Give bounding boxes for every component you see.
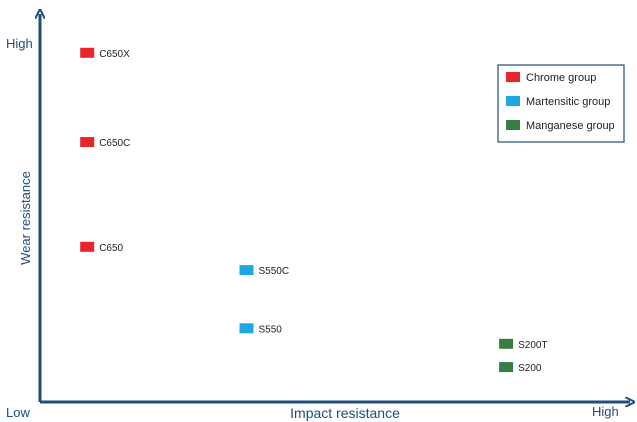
x-axis-title: Impact resistance [290, 405, 400, 421]
legend-swatch-manganese-group [506, 120, 520, 130]
y-axis-title: Wear resistance [18, 171, 33, 265]
x-axis-low-label: Low [6, 405, 30, 420]
point-label-c650c: C650C [99, 138, 130, 149]
legend: Chrome group Martensitic group Manganese g… [497, 64, 625, 143]
point-label-s200: S200 [518, 363, 542, 374]
legend-label-manganese-group: Manganese group [526, 120, 615, 132]
point-marker-s200t [499, 338, 514, 349]
legend-label-martensitic-group: Martensitic group [526, 96, 610, 108]
point-marker-c650c [80, 137, 95, 148]
x-axis-high-label: High [592, 404, 619, 419]
point-marker-c650 [80, 241, 95, 252]
data-points: C650X C650C C650 S550C S550 S200T S200 [80, 47, 548, 374]
legend-label-chrome-group: Chrome group [526, 72, 596, 84]
point-marker-s550c [239, 265, 254, 276]
point-label-c650: C650 [99, 243, 123, 254]
point-marker-c650x [80, 47, 95, 58]
point-label-s200t: S200T [518, 340, 547, 351]
point-label-c650x: C650X [99, 49, 130, 60]
legend-swatch-chrome-group [506, 72, 520, 82]
legend-swatch-martensitic-group [506, 96, 520, 106]
point-label-s550c: S550C [259, 266, 290, 277]
point-marker-s550 [239, 323, 254, 334]
point-marker-s200 [499, 362, 514, 373]
y-axis-high-label: High [6, 36, 33, 51]
point-label-s550: S550 [259, 324, 283, 335]
